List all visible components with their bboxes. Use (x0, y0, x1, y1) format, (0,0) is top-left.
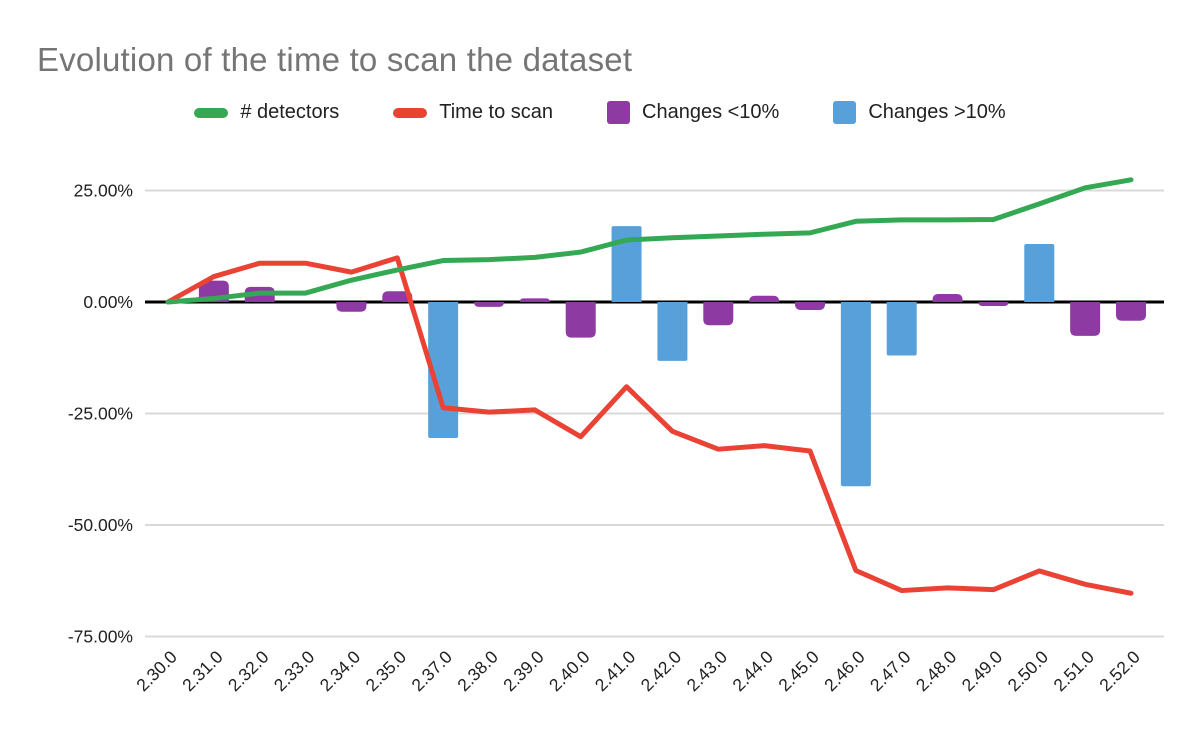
y-axis-label: -75.00% (68, 627, 133, 647)
x-axis-label: 2.46.0 (820, 646, 869, 695)
legend-label-changes-gt10: Changes >10% (868, 101, 1006, 123)
time-to-scan-line-swatch (393, 107, 428, 118)
bar-changes-10 (565, 302, 596, 338)
bar-changes-10 (794, 302, 825, 311)
y-axis-label: -25.00% (68, 404, 133, 424)
y-axis-label: 25.00% (74, 181, 133, 201)
legend-item-time-to-scan: Time to scan (393, 101, 553, 124)
changes-gt10-bar-swatch (833, 101, 857, 124)
line-time-to-scan (165, 255, 1134, 596)
bar-changes-10 (382, 291, 413, 302)
bar-changes-10 (1115, 302, 1146, 321)
x-axis-label: 2.51.0 (1049, 646, 1098, 695)
line-detectors (165, 177, 1134, 305)
x-axis-label: 2.34.0 (316, 646, 365, 695)
x-axis-label: 2.49.0 (958, 646, 1007, 695)
bar-changes-10 (657, 302, 688, 361)
chart-title: Evolution of the time to scan the datase… (37, 41, 633, 78)
bar-changes-10 (519, 298, 550, 302)
x-axis-label: 2.48.0 (912, 646, 961, 695)
bar-changes-10 (336, 302, 367, 312)
bar-changes-10 (978, 302, 1009, 307)
bar-changes-10 (703, 302, 734, 326)
detectors-line-swatch (194, 107, 229, 118)
bar-changes-10 (932, 293, 963, 302)
x-axis-label: 2.50.0 (1004, 646, 1053, 695)
changes-lt10-bar-swatch (607, 101, 631, 124)
bar-changes-10 (886, 302, 917, 356)
x-axis-label: 2.41.0 (591, 646, 640, 695)
bar-changes-10 (428, 302, 459, 439)
x-axis-label: 2.30.0 (132, 646, 181, 695)
bar-changes-10 (1024, 244, 1055, 302)
x-axis-label: 2.44.0 (728, 646, 777, 695)
y-axis-label: 0.00% (83, 292, 133, 312)
legend-label-detectors: # detectors (240, 101, 340, 123)
legend-item-changes-gt10: Changes >10% (833, 101, 1006, 124)
bar-changes-10 (1070, 302, 1101, 336)
bar-changes-10 (840, 302, 871, 487)
bar-changes-10 (473, 302, 504, 307)
x-axis-label: 2.32.0 (224, 646, 273, 695)
x-axis-label: 2.52.0 (1095, 646, 1144, 695)
x-axis-label: 2.42.0 (637, 646, 686, 695)
x-axis-label: 2.35.0 (362, 646, 411, 695)
x-axis-label: 2.43.0 (683, 646, 732, 695)
legend-label-time-to-scan: Time to scan (439, 101, 554, 123)
x-axis-label: 2.45.0 (774, 646, 823, 695)
bar-changes-10 (611, 226, 642, 302)
y-axis-label: -50.00% (68, 515, 133, 535)
x-axis-label: 2.38.0 (453, 646, 502, 695)
legend-item-changes-lt10: Changes <10% (607, 101, 779, 124)
x-axis-label: 2.39.0 (499, 646, 548, 695)
bar-changes-10 (749, 295, 780, 302)
x-axis-label: 2.47.0 (866, 646, 915, 695)
legend-label-changes-lt10: Changes <10% (642, 101, 780, 123)
x-axis-label: 2.37.0 (407, 646, 456, 695)
chart-legend: # detectors Time to scan Changes <10% Ch… (0, 101, 1200, 124)
legend-item-detectors: # detectors (194, 101, 339, 124)
x-axis-label: 2.40.0 (545, 646, 594, 695)
x-axis-label: 2.31.0 (178, 646, 227, 695)
x-axis-label: 2.33.0 (270, 646, 319, 695)
